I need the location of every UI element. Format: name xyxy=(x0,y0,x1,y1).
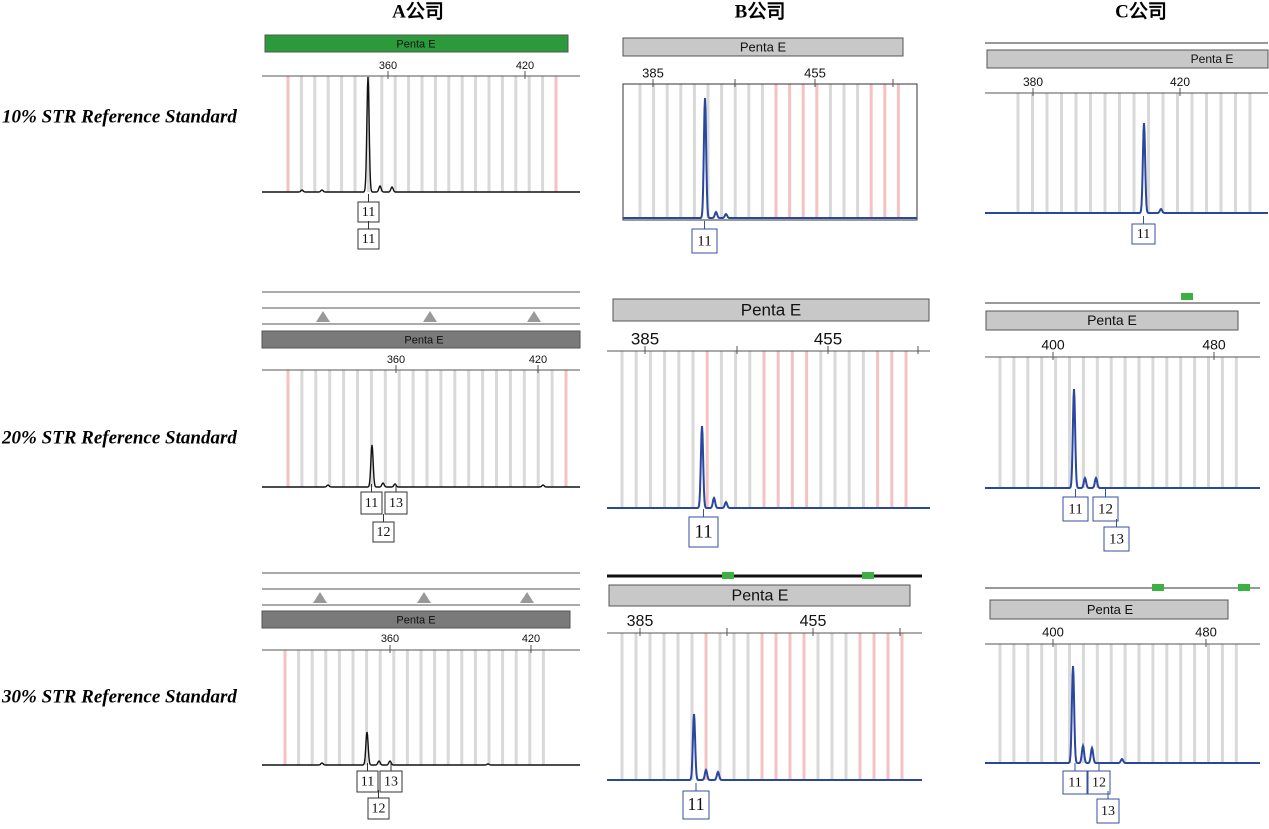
size-tick-label: 360 xyxy=(387,354,405,366)
size-tick-label: 400 xyxy=(1042,624,1064,639)
row-label: 10% STR Reference Standard xyxy=(2,106,237,127)
allele-box xyxy=(1087,770,1111,795)
row-label: 30% STR Reference Standard xyxy=(1,686,237,707)
allele-label: 12 xyxy=(1092,776,1106,791)
allele-box xyxy=(682,790,710,820)
locus-bar xyxy=(608,584,911,607)
size-tick-label: 455 xyxy=(814,329,842,348)
allele-box xyxy=(379,770,403,793)
marker-triangle xyxy=(316,311,330,322)
row-label: 20% STR Reference Standard xyxy=(1,427,237,448)
locus-label: Penta E xyxy=(404,334,443,346)
allele-label: 12 xyxy=(372,802,386,817)
allele-box xyxy=(356,770,379,793)
allele-label: 12 xyxy=(377,525,391,540)
size-tick-label: 420 xyxy=(529,354,547,366)
trace xyxy=(985,665,1260,764)
bin-marker xyxy=(1152,584,1164,591)
column-header: C公司 xyxy=(1115,0,1167,22)
trace xyxy=(607,713,922,781)
allele-box xyxy=(1103,526,1130,552)
size-tick-label: 455 xyxy=(804,65,826,80)
allele-label: 11 xyxy=(1068,776,1081,791)
size-tick-label: 385 xyxy=(631,329,659,348)
allele-label: 11 xyxy=(697,233,711,249)
trace xyxy=(985,388,1260,489)
allele-box xyxy=(1062,770,1088,795)
locus-bar xyxy=(261,330,581,349)
bin-marker xyxy=(862,572,874,579)
locus-bar xyxy=(986,49,1269,69)
locus-bar xyxy=(612,298,930,322)
locus-bar xyxy=(985,310,1239,331)
allele-box xyxy=(688,516,719,548)
trace xyxy=(623,97,917,219)
allele-box xyxy=(384,491,408,515)
allele-box xyxy=(1096,798,1120,824)
allele-box xyxy=(691,228,718,254)
locus-label: Penta E xyxy=(396,38,435,50)
locus-label: Penta E xyxy=(741,300,802,319)
allele-label: 13 xyxy=(384,775,398,790)
allele-label: 11 xyxy=(362,232,375,247)
locus-bar xyxy=(622,37,904,57)
size-tick-label: 380 xyxy=(1023,75,1043,89)
size-tick-label: 420 xyxy=(522,633,540,645)
column-header: B公司 xyxy=(735,0,786,22)
locus-label: Penta E xyxy=(396,614,435,626)
locus-bar xyxy=(264,34,569,53)
locus-bar xyxy=(261,610,571,629)
trace xyxy=(262,731,580,766)
allele-label: 11 xyxy=(365,496,378,511)
trace xyxy=(985,122,1268,214)
marker-triangle xyxy=(520,592,534,603)
allele-box xyxy=(1131,223,1156,245)
locus-bar xyxy=(989,599,1229,620)
allele-label: 13 xyxy=(1109,531,1124,547)
allele-label: 13 xyxy=(389,496,403,511)
size-tick-label: 480 xyxy=(1202,337,1226,353)
plot-frame xyxy=(622,83,918,221)
bin-marker xyxy=(722,572,734,579)
size-tick-label: 360 xyxy=(381,633,399,645)
trace xyxy=(607,425,930,509)
trace xyxy=(262,76,580,193)
locus-label: Penta E xyxy=(732,588,789,605)
locus-label: Penta E xyxy=(1087,602,1134,617)
size-tick-label: 360 xyxy=(379,60,397,72)
allele-label: 11 xyxy=(687,794,704,814)
marker-triangle xyxy=(527,311,541,322)
column-header: A公司 xyxy=(392,0,444,22)
allele-label: 11 xyxy=(362,205,375,220)
size-tick-label: 385 xyxy=(627,613,654,630)
bin-marker xyxy=(1181,293,1193,300)
allele-box xyxy=(372,521,395,543)
marker-triangle xyxy=(423,311,437,322)
allele-box xyxy=(1092,496,1119,522)
allele-box xyxy=(357,228,380,250)
locus-label: Penta E xyxy=(740,39,787,54)
allele-label: 13 xyxy=(1101,804,1115,819)
size-tick-label: 420 xyxy=(516,60,534,72)
allele-label: 11 xyxy=(1137,227,1150,242)
size-tick-label: 400 xyxy=(1041,337,1065,353)
marker-triangle xyxy=(313,592,327,603)
locus-label: Penta E xyxy=(1087,312,1137,328)
locus-label: Penta E xyxy=(1191,52,1234,66)
bin-marker xyxy=(1238,584,1250,591)
size-tick-label: 480 xyxy=(1195,624,1217,639)
size-tick-label: 420 xyxy=(1170,75,1190,89)
allele-label: 11 xyxy=(694,521,712,542)
allele-box xyxy=(367,797,390,820)
size-tick-label: 455 xyxy=(800,613,827,630)
allele-label: 11 xyxy=(361,775,374,790)
marker-triangle xyxy=(417,592,431,603)
trace xyxy=(262,444,580,488)
allele-label: 11 xyxy=(1068,501,1082,517)
allele-box xyxy=(1062,496,1089,522)
allele-box xyxy=(360,491,383,515)
allele-label: 12 xyxy=(1098,501,1113,517)
size-tick-label: 385 xyxy=(642,65,664,80)
